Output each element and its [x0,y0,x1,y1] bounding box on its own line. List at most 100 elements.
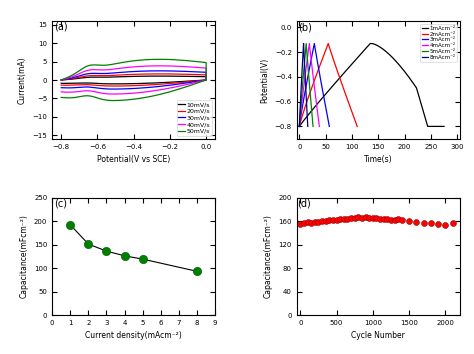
Legend: 1mAcm⁻², 2mAcm⁻², 3mAcm⁻², 4mAcm⁻², 5mAcm⁻², 8mAcm⁻²: 1mAcm⁻², 2mAcm⁻², 3mAcm⁻², 4mAcm⁻², 5mAc… [420,24,457,62]
8mAcm⁻² [305,124,310,129]
10mV/s [122,82,128,86]
8mAcm⁻² [302,80,308,84]
Text: (a): (a) [54,22,68,32]
20mV/s [111,84,117,88]
Point [308,220,315,225]
Point [351,215,358,220]
20mV/s [186,72,192,76]
Point [333,218,340,223]
50mV/s [156,57,162,62]
Line: 8mAcm⁻²: 8mAcm⁻² [300,44,308,126]
4mAcm⁻² [297,124,302,129]
Point [193,268,201,274]
Line: 50mV/s: 50mV/s [61,59,206,101]
Point [365,215,373,220]
2mAcm⁻² [319,57,325,61]
Point [355,214,362,220]
40mV/s [122,92,128,96]
3mAcm⁻² [297,124,302,129]
1mAcm⁻² [441,124,447,129]
1mAcm⁻² [416,95,422,99]
Point [329,217,337,223]
Line: 5mAcm⁻²: 5mAcm⁻² [300,44,313,126]
2mAcm⁻² [338,80,344,84]
50mV/s [58,78,64,82]
40mV/s [58,90,64,94]
3mAcm⁻² [319,81,324,85]
Point [369,215,377,221]
5mAcm⁻² [302,57,308,61]
20mV/s [149,82,155,87]
Point [383,216,391,222]
Point [405,218,413,224]
Y-axis label: Potential(V): Potential(V) [260,57,269,103]
10mV/s [88,75,94,79]
Point [304,219,311,225]
5mAcm⁻² [301,68,307,72]
8mAcm⁻² [300,57,306,61]
50mV/s [111,98,117,103]
Point [66,222,74,228]
4mAcm⁻² [303,68,309,72]
30mV/s [186,69,192,74]
Y-axis label: Capacitance(mFcm⁻²): Capacitance(mFcm⁻²) [19,215,28,298]
20mV/s [117,84,122,88]
Point [347,215,355,221]
Point [441,222,449,227]
10mV/s [156,74,162,78]
30mV/s [58,86,64,90]
Point [380,216,387,222]
Point [449,221,456,226]
2mAcm⁻² [326,41,331,46]
40mV/s [111,92,117,96]
30mV/s [58,78,64,82]
10mV/s [149,81,155,85]
Point [315,219,322,224]
Point [322,218,329,224]
3mAcm⁻² [315,64,321,69]
3mAcm⁻² [327,124,332,129]
10mV/s [58,81,64,85]
5mAcm⁻² [305,64,311,69]
Point [391,217,398,223]
50mV/s [186,59,192,63]
20mV/s [58,78,64,82]
1mAcm⁻² [440,124,446,129]
20mV/s [156,72,162,76]
2mAcm⁻² [315,68,321,72]
50mV/s [58,95,64,99]
X-axis label: Cycle Number: Cycle Number [351,331,405,341]
20mV/s [58,83,64,87]
1mAcm⁻² [394,61,400,65]
Line: 2mAcm⁻²: 2mAcm⁻² [300,44,357,126]
Point [326,218,333,223]
5mAcm⁻² [303,41,309,46]
Point [387,217,395,223]
Point [420,220,428,225]
Point [103,248,110,254]
Point [394,216,402,222]
10mV/s [111,82,117,86]
40mV/s [88,68,94,72]
Point [412,219,420,225]
20mV/s [122,84,128,88]
4mAcm⁻² [307,41,312,46]
30mV/s [117,87,122,91]
40mV/s [156,64,162,68]
40mV/s [58,78,64,82]
8mAcm⁻² [297,124,302,129]
3mAcm⁻² [306,68,312,72]
4mAcm⁻² [304,57,310,61]
50mV/s [117,98,122,103]
50mV/s [176,58,182,62]
30mV/s [111,87,117,91]
8mAcm⁻² [301,41,306,46]
X-axis label: Current density(mAcm⁻²): Current density(mAcm⁻²) [85,331,182,341]
3mAcm⁻² [311,41,317,46]
30mV/s [122,87,128,91]
X-axis label: Potential(V vs SCE): Potential(V vs SCE) [97,155,170,164]
8mAcm⁻² [298,101,303,105]
Y-axis label: Capacitance(mFcm⁻²): Capacitance(mFcm⁻²) [264,215,273,298]
5mAcm⁻² [310,124,316,129]
1mAcm⁻² [383,50,389,54]
